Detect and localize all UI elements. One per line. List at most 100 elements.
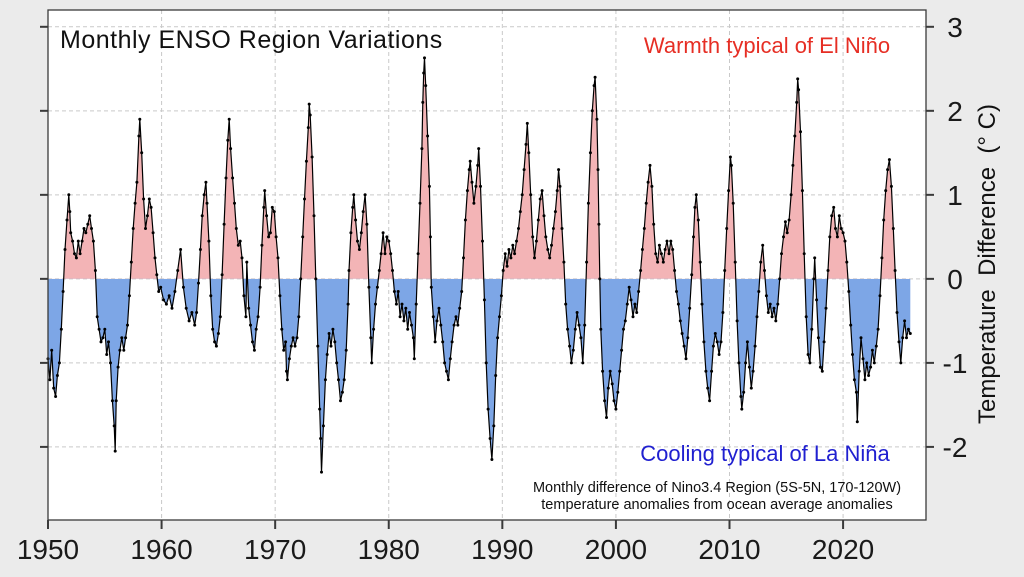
data-point bbox=[262, 205, 266, 209]
data-point bbox=[737, 361, 741, 365]
data-point bbox=[534, 239, 538, 243]
data-point bbox=[593, 75, 597, 79]
data-point bbox=[377, 269, 381, 272]
data-point bbox=[282, 348, 286, 352]
data-point bbox=[289, 344, 293, 348]
data-point bbox=[170, 306, 174, 310]
data-point bbox=[299, 277, 303, 281]
data-point bbox=[536, 218, 540, 222]
data-point bbox=[404, 306, 408, 310]
data-point bbox=[200, 214, 204, 218]
data-point bbox=[509, 256, 513, 260]
data-point bbox=[878, 294, 882, 298]
data-point bbox=[648, 163, 652, 167]
data-point bbox=[157, 290, 161, 293]
data-point bbox=[908, 332, 912, 335]
data-point bbox=[715, 340, 719, 344]
data-point bbox=[424, 84, 428, 88]
data-point bbox=[433, 340, 437, 344]
data-point bbox=[320, 470, 323, 474]
data-point bbox=[149, 205, 153, 209]
data-point bbox=[642, 227, 646, 230]
data-point bbox=[731, 201, 735, 205]
data-point bbox=[772, 306, 776, 310]
data-point bbox=[375, 285, 379, 289]
data-point bbox=[99, 340, 103, 344]
data-point bbox=[256, 315, 260, 319]
data-point bbox=[216, 332, 220, 335]
data-point bbox=[680, 332, 684, 335]
data-point bbox=[445, 369, 448, 373]
data-point bbox=[319, 437, 323, 440]
data-point bbox=[901, 336, 905, 340]
data-point bbox=[61, 290, 65, 293]
data-point bbox=[327, 332, 331, 335]
data-point bbox=[91, 239, 95, 243]
data-point bbox=[706, 386, 710, 390]
x-tick-label: 1980 bbox=[358, 534, 420, 565]
data-point bbox=[383, 252, 387, 256]
data-point bbox=[815, 298, 819, 302]
data-point bbox=[291, 336, 295, 340]
data-point bbox=[162, 298, 165, 302]
data-point bbox=[421, 100, 425, 104]
data-point bbox=[783, 220, 787, 224]
data-point bbox=[488, 437, 492, 440]
data-point bbox=[729, 163, 733, 167]
data-point bbox=[557, 168, 561, 172]
data-point bbox=[465, 189, 469, 193]
x-tick-label: 1990 bbox=[471, 534, 533, 565]
data-point bbox=[631, 315, 635, 319]
data-point bbox=[247, 306, 251, 310]
data-point bbox=[392, 290, 396, 293]
data-point bbox=[583, 323, 587, 327]
data-point bbox=[757, 290, 761, 293]
data-point bbox=[84, 231, 88, 235]
data-point bbox=[859, 336, 863, 340]
data-point bbox=[599, 327, 603, 331]
data-point bbox=[310, 155, 314, 159]
data-point bbox=[211, 327, 215, 331]
data-point bbox=[109, 361, 112, 365]
data-point bbox=[118, 348, 122, 352]
data-point bbox=[700, 302, 704, 306]
data-point bbox=[568, 344, 572, 348]
data-point bbox=[422, 71, 426, 75]
data-point bbox=[650, 184, 654, 188]
data-point bbox=[492, 424, 496, 428]
data-point bbox=[854, 390, 858, 394]
data-point bbox=[285, 369, 288, 373]
data-point bbox=[396, 290, 400, 293]
data-point bbox=[389, 252, 393, 256]
data-point bbox=[708, 399, 712, 403]
data-point bbox=[518, 210, 522, 214]
data-point bbox=[110, 399, 114, 403]
data-point bbox=[367, 285, 371, 289]
data-point bbox=[278, 294, 282, 298]
data-point bbox=[379, 252, 383, 256]
data-point bbox=[59, 327, 63, 331]
data-point bbox=[889, 184, 893, 188]
data-point bbox=[719, 340, 723, 344]
data-point bbox=[592, 84, 596, 88]
x-tick-label: 1960 bbox=[130, 534, 192, 565]
data-point bbox=[142, 197, 146, 201]
data-point bbox=[479, 184, 482, 188]
data-point bbox=[573, 327, 577, 331]
data-point bbox=[780, 252, 783, 256]
data-point bbox=[137, 134, 141, 138]
data-point bbox=[398, 315, 402, 319]
data-point bbox=[124, 336, 128, 340]
data-point bbox=[303, 197, 306, 201]
y-tick-label: 1 bbox=[947, 180, 963, 211]
data-point bbox=[903, 319, 907, 323]
data-point bbox=[692, 235, 695, 239]
plot-border bbox=[47, 9, 927, 521]
x-tick-label: 2020 bbox=[812, 534, 874, 565]
data-point bbox=[304, 159, 308, 163]
data-point bbox=[635, 311, 639, 314]
data-point bbox=[356, 239, 359, 243]
data-point bbox=[867, 374, 871, 377]
data-point bbox=[274, 235, 278, 239]
data-point bbox=[605, 416, 608, 419]
